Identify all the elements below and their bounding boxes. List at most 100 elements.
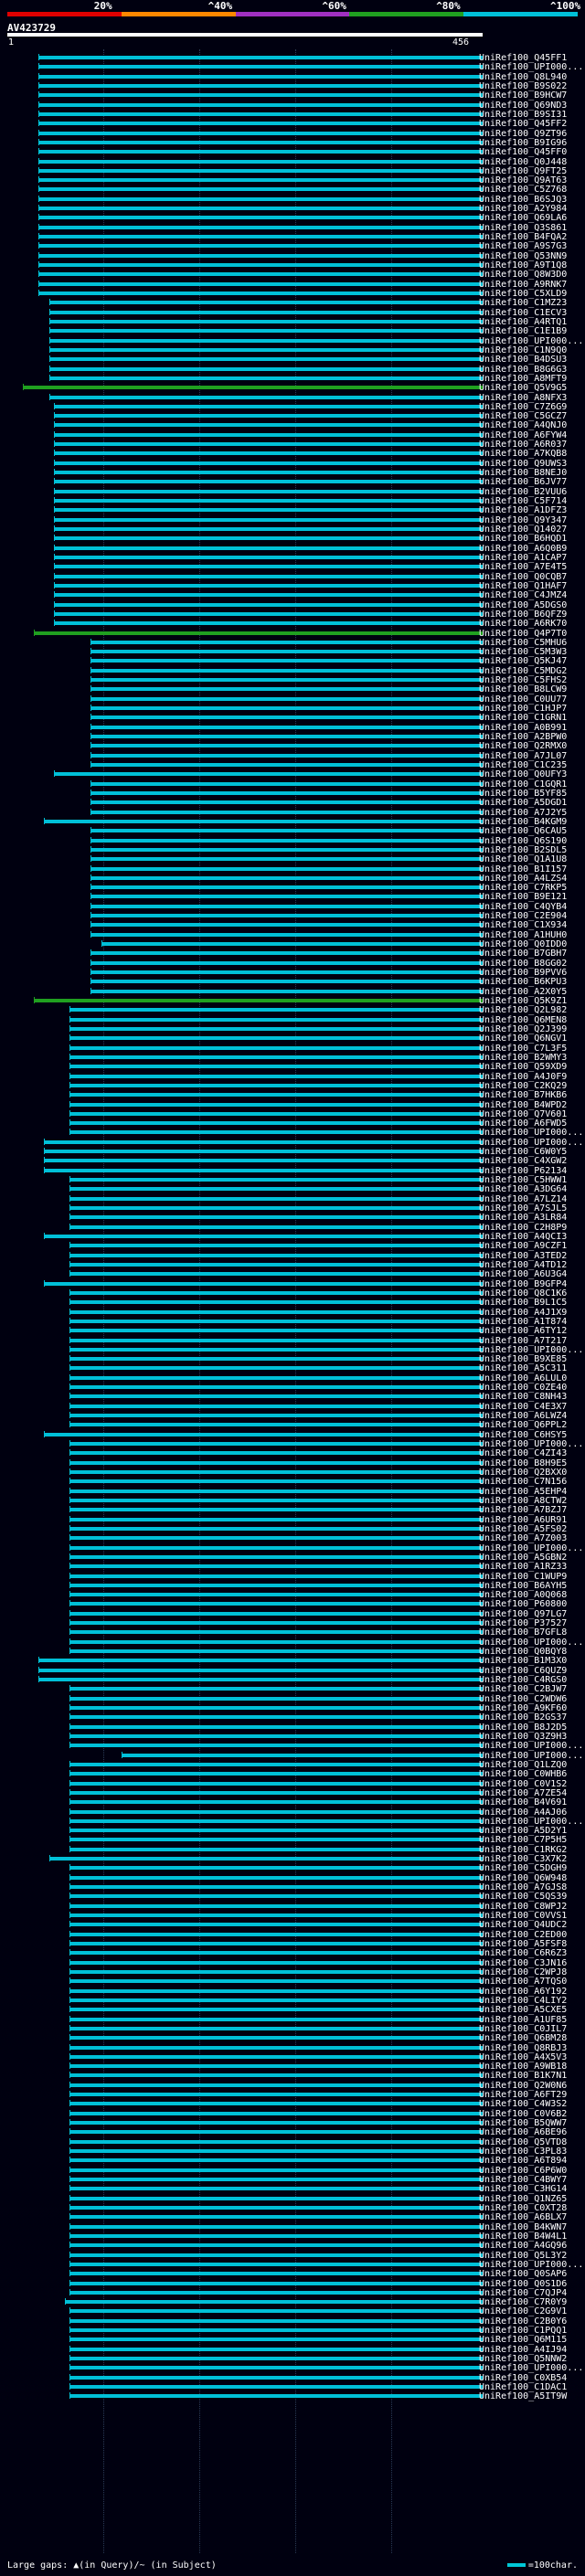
hit-label[interactable]: UniRef100_P60800	[479, 1599, 568, 1610]
hit-label[interactable]: UniRef100_Q2W0N6	[479, 2080, 568, 2091]
hit-bar[interactable]	[69, 1244, 483, 1248]
hit-label[interactable]: UniRef100_C3X7K2	[479, 1854, 568, 1865]
hit-label[interactable]: UniRef100_Q69LA6	[479, 213, 568, 224]
hit-label[interactable]: UniRef100_Q2BXX0	[479, 1468, 568, 1478]
hit-bar[interactable]	[90, 875, 483, 880]
hit-bar[interactable]	[69, 1903, 483, 1908]
hit-bar[interactable]	[69, 1781, 483, 1786]
hit-bar[interactable]	[90, 640, 483, 644]
hit-bar[interactable]	[48, 1857, 483, 1861]
hit-label[interactable]: UniRef100_Q8RBJ3	[479, 2042, 568, 2053]
hit-label[interactable]: UniRef100_Q7V601	[479, 1108, 568, 1119]
hit-label[interactable]: UniRef100_Q2RMX0	[479, 741, 568, 752]
hit-label[interactable]: UniRef100_Q8L940	[479, 71, 568, 82]
hit-bar[interactable]	[38, 168, 483, 173]
hit-bar[interactable]	[54, 442, 483, 447]
hit-label[interactable]: UniRef100_C0V1S2	[479, 1778, 568, 1789]
hit-label[interactable]: UniRef100_C6HSY5	[479, 1429, 568, 1440]
hit-bar[interactable]	[69, 1687, 483, 1691]
hit-label[interactable]: UniRef100_B6KPU3	[479, 977, 568, 988]
hit-bar[interactable]	[69, 2073, 483, 2078]
hit-label[interactable]: UniRef100_Q6BM28	[479, 2033, 568, 2044]
hit-label[interactable]: UniRef100_B6QFZ9	[479, 609, 568, 620]
hit-label[interactable]: UniRef100_Q14027	[479, 525, 568, 535]
hit-label[interactable]: UniRef100_Q6W948	[479, 1872, 568, 1883]
hit-bar[interactable]	[54, 536, 483, 541]
hit-label[interactable]: UniRef100_A7ZE54	[479, 1787, 568, 1798]
hit-bar[interactable]	[69, 2253, 483, 2257]
hit-label[interactable]: UniRef100_C4RGS0	[479, 1675, 568, 1686]
hit-label[interactable]: UniRef100_C0WHB6	[479, 1769, 568, 1780]
hit-label[interactable]: UniRef100_A6R037	[479, 440, 568, 451]
hit-label[interactable]: UniRef100_UPI000...	[479, 1439, 584, 1450]
hit-label[interactable]: UniRef100_C1HJP7	[479, 704, 568, 715]
hit-label[interactable]: UniRef100_C2KQ29	[479, 1080, 568, 1091]
hit-label[interactable]: UniRef100_B8J2D5	[479, 1722, 568, 1733]
hit-bar[interactable]	[43, 1235, 483, 1238]
hit-label[interactable]: UniRef100_A5GBN2	[479, 1552, 568, 1563]
hit-label[interactable]: UniRef100_UPI000...	[479, 2259, 584, 2270]
hit-bar[interactable]	[69, 1639, 483, 1644]
hit-label[interactable]: UniRef100_A7TQS0	[479, 1977, 568, 1988]
hit-label[interactable]: UniRef100_C4JMZ4	[479, 590, 568, 601]
hit-label[interactable]: UniRef100_A6U3G4	[479, 1269, 568, 1280]
hit-bar[interactable]	[69, 1111, 483, 1116]
hit-label[interactable]: UniRef100_A7KQB8	[479, 449, 568, 460]
hit-bar[interactable]	[69, 1593, 483, 1597]
hit-label[interactable]: UniRef100_Q0SAP6	[479, 2269, 568, 2280]
hit-bar[interactable]	[54, 583, 483, 588]
hit-bar[interactable]	[54, 527, 483, 531]
hit-label[interactable]: UniRef100_A9KF60	[479, 1703, 568, 1713]
hit-label[interactable]: UniRef100_C7Z6G9	[479, 401, 568, 412]
hit-bar[interactable]	[90, 838, 483, 843]
hit-bar[interactable]	[69, 2290, 483, 2295]
hit-label[interactable]: UniRef100_A4LZS4	[479, 873, 568, 884]
hit-bar[interactable]	[90, 706, 483, 711]
hit-bar[interactable]	[69, 1290, 483, 1295]
hit-label[interactable]: UniRef100_UPI000...	[479, 1741, 584, 1752]
hit-label[interactable]: UniRef100_C5Z768	[479, 185, 568, 196]
hit-label[interactable]: UniRef100_A4J1X9	[479, 1307, 568, 1318]
hit-label[interactable]: UniRef100_B2SDL5	[479, 844, 568, 855]
hit-label[interactable]: UniRef100_Q6CAU5	[479, 826, 568, 837]
hit-bar[interactable]	[90, 895, 483, 899]
hit-bar[interactable]	[69, 1724, 483, 1729]
hit-label[interactable]: UniRef100_A2Y984	[479, 204, 568, 215]
hit-bar[interactable]	[90, 763, 483, 767]
hit-label[interactable]: UniRef100_A4GQ96	[479, 2241, 568, 2252]
hit-bar[interactable]	[90, 659, 483, 663]
hit-bar[interactable]	[69, 1102, 483, 1107]
hit-bar[interactable]	[38, 281, 483, 286]
hit-bar[interactable]	[69, 1790, 483, 1795]
hit-bar[interactable]	[90, 951, 483, 956]
hit-label[interactable]: UniRef100_C1N9Q0	[479, 345, 568, 355]
hit-label[interactable]: UniRef100_C7RKP5	[479, 883, 568, 894]
hit-bar[interactable]	[90, 885, 483, 890]
hit-label[interactable]: UniRef100_B4WPD2	[479, 1099, 568, 1110]
hit-bar[interactable]	[54, 593, 483, 598]
hit-bar[interactable]	[38, 93, 483, 98]
hit-label[interactable]: UniRef100_C2WPJ8	[479, 1966, 568, 1977]
hit-bar[interactable]	[69, 1366, 483, 1371]
hit-bar[interactable]	[43, 1140, 483, 1144]
hit-bar[interactable]	[69, 1611, 483, 1616]
hit-bar[interactable]	[69, 1196, 483, 1201]
hit-bar[interactable]	[69, 1998, 483, 2002]
hit-label[interactable]: UniRef100_Q3Z9H3	[479, 1731, 568, 1742]
hit-bar[interactable]	[90, 753, 483, 758]
hit-label[interactable]: UniRef100_B9GFP4	[479, 1278, 568, 1289]
hit-bar[interactable]	[38, 56, 483, 59]
hit-bar[interactable]	[69, 1923, 483, 1927]
hit-bar[interactable]	[69, 1338, 483, 1342]
hit-label[interactable]: UniRef100_B7GFL8	[479, 1627, 568, 1638]
hit-label[interactable]: UniRef100_A6BLX7	[479, 2212, 568, 2223]
hit-label[interactable]: UniRef100_B9S022	[479, 80, 568, 91]
hit-bar[interactable]	[69, 1262, 483, 1267]
hit-bar[interactable]	[69, 1414, 483, 1418]
hit-bar[interactable]	[69, 1479, 483, 1484]
hit-bar[interactable]	[54, 574, 483, 578]
hit-bar[interactable]	[38, 244, 483, 249]
hit-label[interactable]: UniRef100_C4LIY2	[479, 1995, 568, 2006]
hit-bar[interactable]	[90, 735, 483, 739]
hit-label[interactable]: UniRef100_A6TY12	[479, 1326, 568, 1337]
